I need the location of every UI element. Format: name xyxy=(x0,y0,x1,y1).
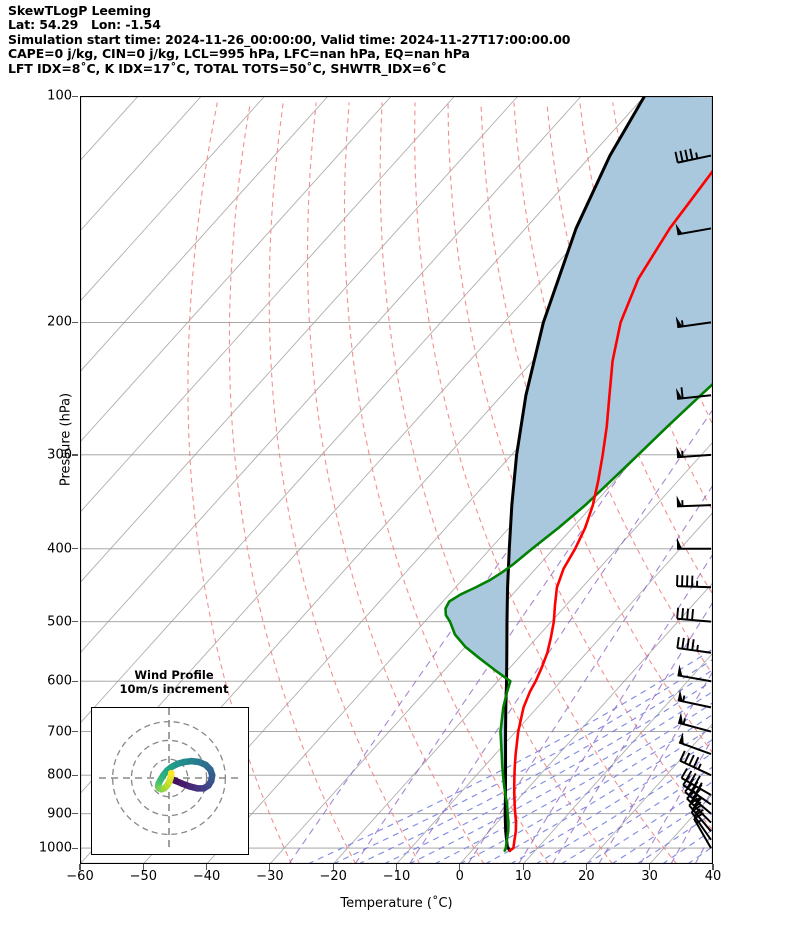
temperature-tick-mark xyxy=(332,864,334,870)
temperature-tick--10: −10 xyxy=(382,869,411,884)
pressure-tick-1000: 1000 xyxy=(38,840,72,856)
temperature-axis-ticks: −60 −50 −40 −30 −20 −10 0 10 20 30 40 xyxy=(66,864,721,890)
temperature-tick-mark xyxy=(712,864,714,870)
temperature-tick-mark xyxy=(142,864,144,870)
pressure-tick-500: 500 xyxy=(47,614,72,630)
temperature-tick-0: 0 xyxy=(455,869,464,884)
temperature-tick-20: 20 xyxy=(578,869,595,884)
temperature-tick-mark xyxy=(269,864,271,870)
pressure-tick-mark xyxy=(72,321,78,324)
temperature-axis-label: Temperature (˚C) xyxy=(340,896,453,911)
temperature-tick--30: −30 xyxy=(256,869,284,884)
temperature-tick-30: 30 xyxy=(641,869,658,884)
pressure-tick-mark xyxy=(72,813,78,815)
title-times: Simulation start time: 2024-11-26_00:00:… xyxy=(8,31,571,47)
pressure-tick-300: 300 xyxy=(47,447,72,463)
hodograph-canvas xyxy=(99,708,239,848)
pressure-tick-400: 400 xyxy=(47,541,72,557)
temperature-tick--40: −40 xyxy=(192,869,221,884)
title-location: Lat: 54.29 Lon: -1.54 xyxy=(8,17,161,33)
pressure-tick-600: 600 xyxy=(47,673,72,689)
wind-profile-title-line1: Wind Profile xyxy=(134,668,214,682)
temperature-tick-mark xyxy=(206,864,208,870)
title-station: SkewTLogP Leeming xyxy=(8,3,151,18)
pressure-tick-800: 800 xyxy=(47,767,72,783)
pressure-tick-mark xyxy=(72,847,78,849)
wind-profile-title-line2: 10m/s increment xyxy=(119,682,229,696)
temperature-tick--50: −50 xyxy=(129,869,158,884)
pressure-tick-900: 900 xyxy=(47,806,72,822)
title-indices-2: LFT IDX=8˚C, K IDX=17˚C, TOTAL TOTS=50˚C… xyxy=(8,60,447,76)
temperature-tick-mark xyxy=(79,864,81,870)
pressure-tick-700: 700 xyxy=(47,724,72,740)
pressure-tick-mark xyxy=(72,621,78,623)
wind-profile-title: Wind Profile 10m/s increment xyxy=(84,668,264,696)
figure-header: SkewTLogP Leeming Lat: 54.29 Lon: -1.54 … xyxy=(8,3,788,76)
pressure-tick-100: 100 xyxy=(47,88,72,104)
pressure-tick-mark xyxy=(72,454,78,456)
temperature-tick--20: −20 xyxy=(319,869,347,884)
pressure-tick-mark xyxy=(72,548,78,550)
title-indices-1: CAPE=0 j/kg, CIN=0 j/kg, LCL=995 hPa, LF… xyxy=(8,46,470,62)
pressure-tick-mark xyxy=(72,774,78,776)
temperature-tick-mark xyxy=(585,864,587,870)
pressure-tick-200: 200 xyxy=(47,314,72,330)
pressure-tick-mark xyxy=(72,731,78,733)
temperature-tick-mark xyxy=(395,864,398,870)
temperature-tick-mark xyxy=(459,864,461,870)
pressure-tick-mark xyxy=(72,95,78,97)
temperature-tick--60: −60 xyxy=(66,869,94,884)
pressure-axis-label: Pressure (hPa) xyxy=(58,392,74,487)
pressure-tick-mark xyxy=(72,680,78,682)
pressure-axis-ticks: 100 200 300 400 500 600 700 800 900 1000 xyxy=(0,90,78,864)
temperature-tick-40: 40 xyxy=(704,869,722,884)
wind-profile-inset xyxy=(91,707,249,855)
temperature-tick-10: 10 xyxy=(514,869,532,884)
temperature-tick-mark xyxy=(649,864,651,870)
temperature-tick-mark xyxy=(522,864,524,870)
